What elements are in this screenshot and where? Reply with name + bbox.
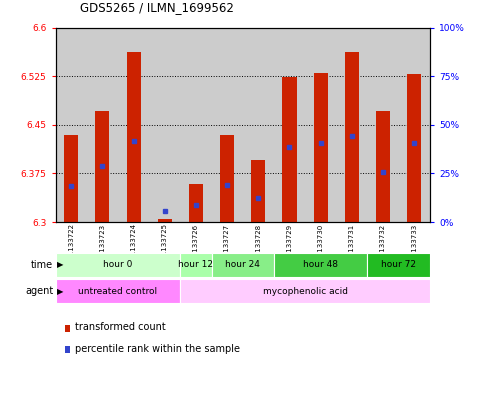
Bar (242, 28, 274, 222)
Bar (180, 253, 212, 277)
Text: mycophenolic acid: mycophenolic acid (263, 287, 348, 296)
Bar (251, 160, 265, 222)
Bar (274, 253, 368, 277)
Bar (212, 28, 242, 222)
Bar (87, 28, 118, 222)
Bar (274, 28, 305, 222)
Text: hour 48: hour 48 (303, 261, 338, 269)
Bar (345, 52, 359, 222)
Bar (56, 28, 87, 222)
Bar (118, 28, 149, 222)
Text: transformed count: transformed count (75, 322, 166, 332)
Bar (158, 219, 172, 222)
Bar (189, 184, 203, 222)
Bar (56, 279, 180, 303)
Bar (336, 28, 368, 222)
Text: ▶: ▶ (57, 287, 63, 296)
Text: time: time (31, 260, 53, 270)
Text: untreated control: untreated control (78, 287, 157, 296)
Text: hour 24: hour 24 (225, 261, 260, 269)
Text: hour 12: hour 12 (178, 261, 213, 269)
Bar (313, 73, 327, 222)
Bar (64, 134, 78, 222)
Text: ▶: ▶ (57, 261, 63, 269)
Bar (283, 77, 297, 222)
Bar (180, 279, 430, 303)
Bar (127, 51, 141, 222)
Bar (149, 28, 180, 222)
Bar (95, 110, 109, 222)
Bar (56, 253, 180, 277)
Bar (180, 28, 212, 222)
Text: hour 72: hour 72 (381, 261, 416, 269)
Bar (368, 28, 398, 222)
Bar (305, 28, 336, 222)
Bar (407, 74, 421, 222)
Bar (368, 253, 430, 277)
Text: GDS5265 / ILMN_1699562: GDS5265 / ILMN_1699562 (80, 1, 234, 14)
Text: percentile rank within the sample: percentile rank within the sample (75, 344, 240, 354)
Bar (398, 28, 430, 222)
Bar (376, 110, 390, 222)
Text: hour 0: hour 0 (103, 261, 133, 269)
Text: agent: agent (25, 286, 53, 296)
Bar (220, 134, 234, 222)
Bar (212, 253, 274, 277)
